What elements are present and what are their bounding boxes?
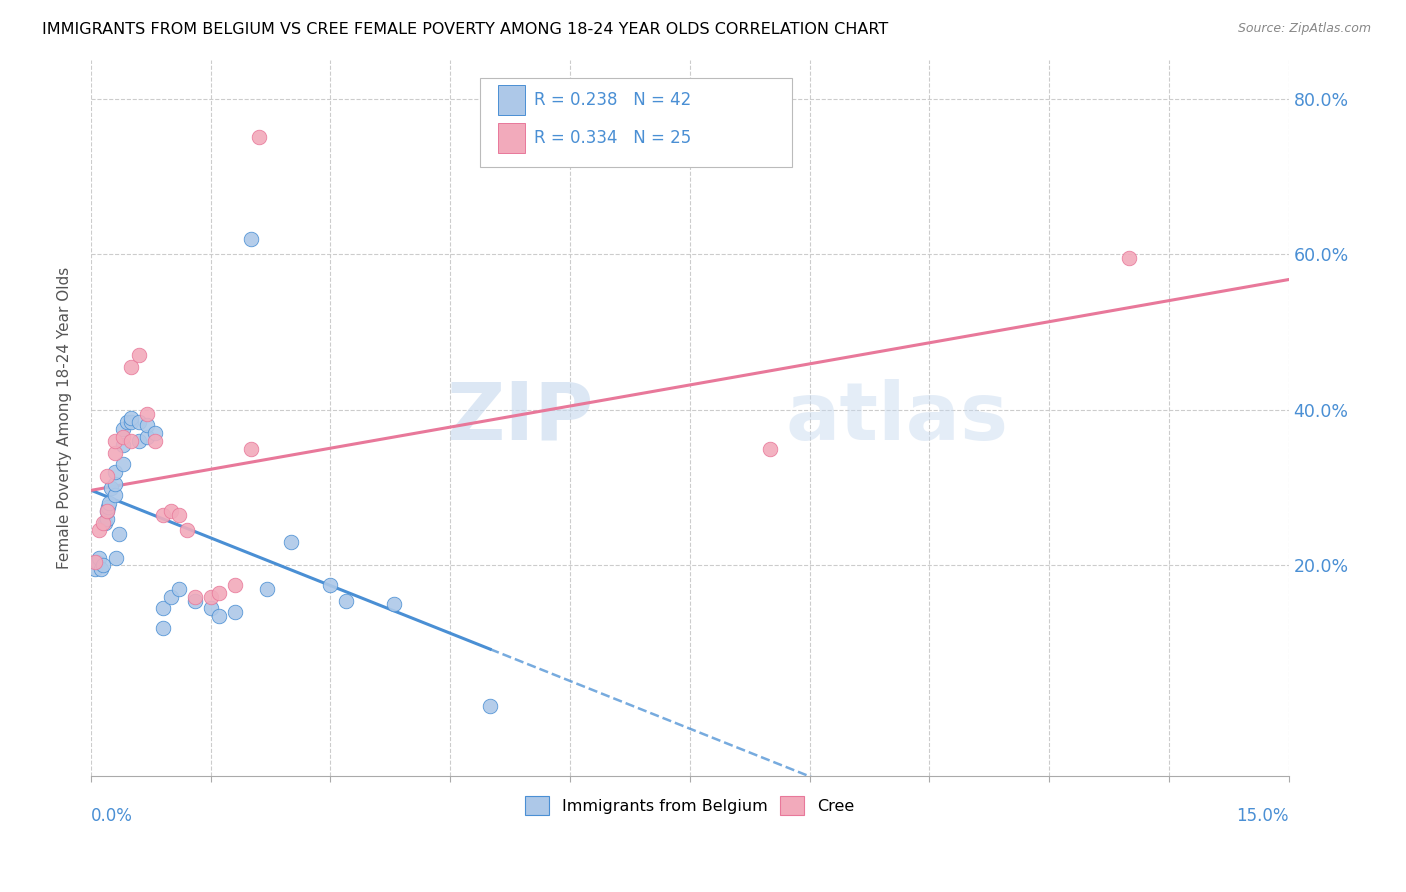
Text: R = 0.334   N = 25: R = 0.334 N = 25 — [534, 129, 692, 147]
FancyBboxPatch shape — [498, 122, 524, 153]
Point — [108, 527, 131, 541]
Y-axis label: Female Poverty Among 18-24 Year Olds: Female Poverty Among 18-24 Year Olds — [58, 267, 72, 569]
Point — [104, 488, 127, 502]
Point — [159, 504, 181, 518]
Point — [96, 469, 118, 483]
Point — [239, 442, 262, 456]
Point — [111, 458, 134, 472]
Point — [89, 562, 111, 576]
Point — [159, 590, 181, 604]
Text: R = 0.238   N = 42: R = 0.238 N = 42 — [534, 91, 692, 109]
Point — [208, 585, 231, 599]
Point — [208, 609, 231, 624]
Point — [176, 524, 198, 538]
Point — [87, 524, 110, 538]
Point — [128, 415, 150, 429]
Point — [115, 415, 138, 429]
Point — [224, 578, 246, 592]
Point — [135, 418, 157, 433]
Point — [184, 593, 207, 607]
Point — [200, 601, 222, 615]
Point — [96, 512, 118, 526]
Text: 15.0%: 15.0% — [1236, 806, 1289, 825]
Legend: Immigrants from Belgium, Cree: Immigrants from Belgium, Cree — [519, 790, 860, 822]
Point — [91, 558, 114, 573]
Point — [96, 504, 118, 518]
Point — [143, 434, 166, 448]
Point — [135, 407, 157, 421]
Point — [128, 434, 150, 448]
Point — [239, 231, 262, 245]
FancyBboxPatch shape — [481, 78, 792, 167]
Point — [200, 590, 222, 604]
Point — [94, 516, 117, 530]
Point — [152, 601, 174, 615]
Point — [256, 582, 278, 596]
Point — [167, 508, 190, 522]
Point — [280, 535, 302, 549]
Text: 0.0%: 0.0% — [91, 806, 132, 825]
Point — [335, 593, 357, 607]
Point — [86, 555, 108, 569]
Point — [184, 590, 207, 604]
Point — [111, 438, 134, 452]
Point — [224, 605, 246, 619]
Point — [120, 359, 142, 374]
Point — [98, 496, 121, 510]
Point — [104, 445, 127, 459]
Point — [111, 430, 134, 444]
Point — [152, 621, 174, 635]
Point — [84, 555, 107, 569]
Point — [120, 410, 142, 425]
Point — [479, 698, 502, 713]
Point — [152, 508, 174, 522]
Text: atlas: atlas — [786, 378, 1008, 457]
Text: Source: ZipAtlas.com: Source: ZipAtlas.com — [1237, 22, 1371, 36]
Point — [319, 578, 342, 592]
Point — [120, 415, 142, 429]
Point — [1118, 251, 1140, 265]
Point — [87, 550, 110, 565]
Point — [105, 550, 128, 565]
Point — [120, 434, 142, 448]
Text: IMMIGRANTS FROM BELGIUM VS CREE FEMALE POVERTY AMONG 18-24 YEAR OLDS CORRELATION: IMMIGRANTS FROM BELGIUM VS CREE FEMALE P… — [42, 22, 889, 37]
Point — [247, 130, 270, 145]
Point — [382, 598, 405, 612]
Point — [104, 434, 127, 448]
Point — [104, 465, 127, 479]
Point — [167, 582, 190, 596]
Point — [91, 516, 114, 530]
Point — [84, 562, 107, 576]
Point — [135, 430, 157, 444]
Point — [128, 348, 150, 362]
Point — [97, 500, 120, 515]
Point — [111, 422, 134, 436]
Point — [104, 476, 127, 491]
Point — [758, 442, 780, 456]
Text: ZIP: ZIP — [447, 378, 593, 457]
Point — [96, 504, 118, 518]
FancyBboxPatch shape — [498, 86, 524, 115]
Point — [100, 481, 122, 495]
Point — [143, 426, 166, 441]
